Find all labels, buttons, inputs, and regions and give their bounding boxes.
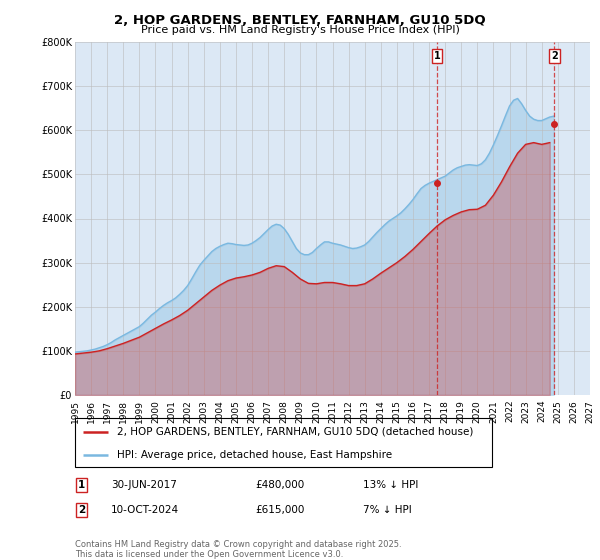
Text: 10-OCT-2024: 10-OCT-2024 (111, 505, 179, 515)
Text: HPI: Average price, detached house, East Hampshire: HPI: Average price, detached house, East… (116, 450, 392, 460)
Text: 7% ↓ HPI: 7% ↓ HPI (363, 505, 412, 515)
Text: 13% ↓ HPI: 13% ↓ HPI (363, 480, 418, 490)
Text: 1: 1 (434, 51, 440, 61)
Text: 2, HOP GARDENS, BENTLEY, FARNHAM, GU10 5DQ: 2, HOP GARDENS, BENTLEY, FARNHAM, GU10 5… (114, 14, 486, 27)
Text: £615,000: £615,000 (255, 505, 304, 515)
Text: Price paid vs. HM Land Registry's House Price Index (HPI): Price paid vs. HM Land Registry's House … (140, 25, 460, 35)
Text: 2, HOP GARDENS, BENTLEY, FARNHAM, GU10 5DQ (detached house): 2, HOP GARDENS, BENTLEY, FARNHAM, GU10 5… (116, 427, 473, 437)
Text: Contains HM Land Registry data © Crown copyright and database right 2025.
This d: Contains HM Land Registry data © Crown c… (75, 540, 401, 559)
Text: £480,000: £480,000 (255, 480, 304, 490)
Text: 2: 2 (78, 505, 85, 515)
Text: 30-JUN-2017: 30-JUN-2017 (111, 480, 177, 490)
Text: 1: 1 (78, 480, 85, 490)
Text: 2: 2 (551, 51, 557, 61)
